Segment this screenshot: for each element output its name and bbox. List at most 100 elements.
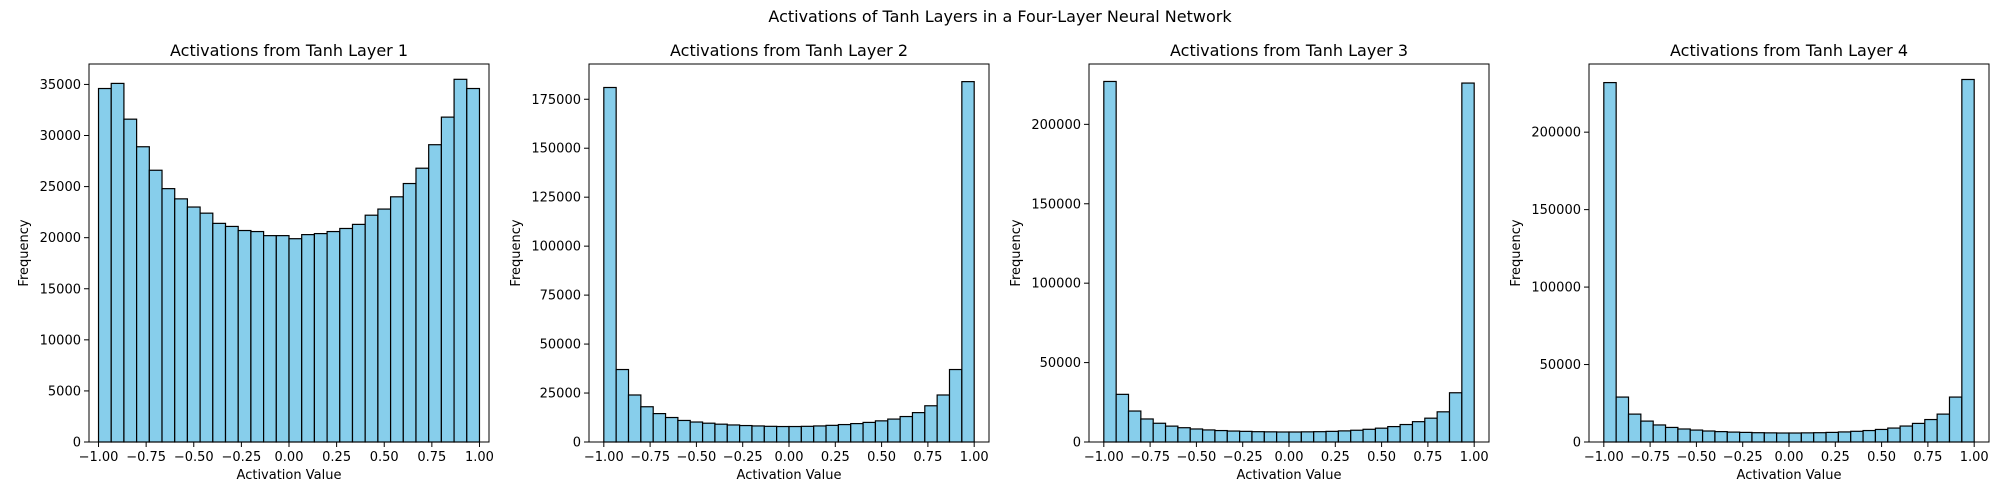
histogram-bar — [677, 419, 691, 443]
histogram-bar — [1924, 418, 1938, 443]
histogram-bar — [148, 169, 163, 443]
histogram-bar — [1387, 425, 1401, 443]
histogram-bar — [1288, 431, 1302, 443]
chart-title: Activations from Tanh Layer 4 — [1670, 41, 1908, 60]
histogram-bar — [1424, 417, 1438, 443]
chart-panel-2: −1.00 −0.75 −0.50 −0.25 0.00 0.25 0.50 0.75 1.00… — [509, 41, 990, 483]
x-tick-label: 1.00 — [960, 450, 989, 465]
histogram-bar — [1800, 432, 1815, 443]
histogram-bar — [1677, 428, 1691, 443]
figure-suptitle: Activations of Tanh Layers in a Four-Lay… — [768, 7, 1232, 26]
x-tick-label: −0.75 — [1130, 450, 1170, 465]
x-tick-label: −0.50 — [174, 450, 214, 465]
histogram-bar — [313, 232, 328, 443]
histogram-bar — [1603, 81, 1617, 443]
histogram-bar — [813, 425, 827, 443]
x-tick-label: 0.75 — [913, 450, 942, 465]
histogram-bar — [339, 227, 354, 443]
histogram-bar — [652, 413, 667, 443]
histogram-bar — [1763, 432, 1778, 443]
y-axis-label: Frequency — [1009, 219, 1024, 286]
x-tick-label: −1.00 — [79, 450, 119, 465]
histogram-bar — [874, 420, 889, 443]
histogram-bar — [97, 87, 112, 443]
histogram-bar — [250, 230, 265, 443]
histogram-bar — [301, 234, 316, 443]
histogram-bar — [1899, 425, 1914, 443]
y-axis-label: Frequency — [17, 219, 32, 286]
x-tick-label: 0.50 — [1867, 450, 1896, 465]
histogram-bar — [640, 406, 654, 443]
histogram-bar — [1887, 427, 1901, 443]
x-tick-label: −1.00 — [1084, 450, 1124, 465]
histogram-bar — [1948, 396, 1963, 443]
histogram-bar — [1862, 429, 1877, 443]
histogram-bar — [1961, 78, 1975, 443]
x-tick-label: −1.00 — [584, 450, 624, 465]
histogram-bar — [110, 82, 125, 443]
histogram-bar — [936, 394, 951, 443]
histogram-bar — [1127, 410, 1142, 443]
histogram-bar — [1739, 431, 1753, 443]
histogram-bar — [1103, 80, 1117, 443]
y-tick-label: 0 — [573, 436, 581, 451]
y-tick-label: 35000 — [40, 78, 81, 93]
x-tick-label: −0.50 — [676, 450, 716, 465]
histogram-bar — [837, 423, 852, 443]
histogram-bar — [1177, 427, 1191, 443]
histogram-bar — [364, 214, 379, 443]
histogram-bar — [1152, 422, 1167, 443]
y-tick-label: 5000 — [48, 384, 81, 399]
histogram-bar — [1751, 432, 1765, 443]
x-tick-label: −0.75 — [630, 450, 670, 465]
histogram-bar — [739, 424, 753, 443]
histogram-bar — [453, 78, 468, 443]
x-tick-label: 0.00 — [1275, 450, 1304, 465]
x-tick-label: 0.50 — [867, 450, 896, 465]
histogram-bar — [1911, 422, 1926, 443]
x-tick-label: 0.00 — [1775, 450, 1804, 465]
x-tick-label: 0.25 — [1321, 450, 1350, 465]
histogram-bar — [1251, 431, 1265, 443]
y-tick-label: 0 — [73, 436, 81, 451]
histogram-bar — [751, 425, 765, 443]
y-tick-label: 100000 — [1531, 281, 1581, 296]
histogram-bar — [1214, 429, 1228, 443]
y-tick-label: 50000 — [540, 338, 581, 353]
histogram-bar — [402, 182, 417, 443]
histogram-bar — [1436, 411, 1451, 443]
histogram-bar — [689, 421, 704, 443]
histogram-bar — [862, 421, 877, 443]
chart-panel-1: −1.00 −0.75 −0.50 −0.25 0.00 0.25 0.50 0.75 1.00… — [17, 41, 494, 483]
histogram-bar — [1201, 429, 1216, 443]
x-tick-label: −0.75 — [126, 450, 166, 465]
histogram-bar — [1615, 396, 1630, 443]
x-tick-label: 0.75 — [1413, 450, 1442, 465]
histogram-bar — [1337, 430, 1352, 443]
histogram-bar — [627, 394, 642, 443]
histogram-bar — [924, 405, 938, 443]
histogram-bar — [701, 422, 716, 443]
x-tick-label: −0.75 — [1630, 450, 1670, 465]
x-tick-label: 1.00 — [465, 450, 494, 465]
histogram-bar — [174, 198, 189, 443]
y-tick-label: 175000 — [531, 93, 581, 108]
x-axis-label: Activation Value — [1237, 468, 1342, 483]
y-tick-label: 50000 — [1540, 358, 1581, 373]
x-tick-label: 0.50 — [1367, 450, 1396, 465]
histogram-bar — [664, 416, 679, 443]
y-tick-label: 200000 — [1031, 118, 1081, 133]
y-tick-label: 100000 — [1031, 277, 1081, 292]
x-tick-label: 0.00 — [275, 450, 304, 465]
histogram-bar — [1300, 431, 1315, 443]
y-tick-label: 10000 — [40, 333, 81, 348]
y-tick-label: 0 — [1573, 436, 1581, 451]
histogram-bar — [825, 424, 839, 443]
histogram-bar — [961, 81, 975, 443]
chart-panel-4: −1.00 −0.75 −0.50 −0.25 0.00 0.25 0.50 0.75 1.00… — [1509, 41, 1990, 483]
x-tick-label: 0.00 — [775, 450, 804, 465]
histogram-bar — [136, 146, 150, 443]
y-tick-label: 75000 — [540, 289, 581, 304]
y-axis-label: Frequency — [1509, 219, 1524, 286]
